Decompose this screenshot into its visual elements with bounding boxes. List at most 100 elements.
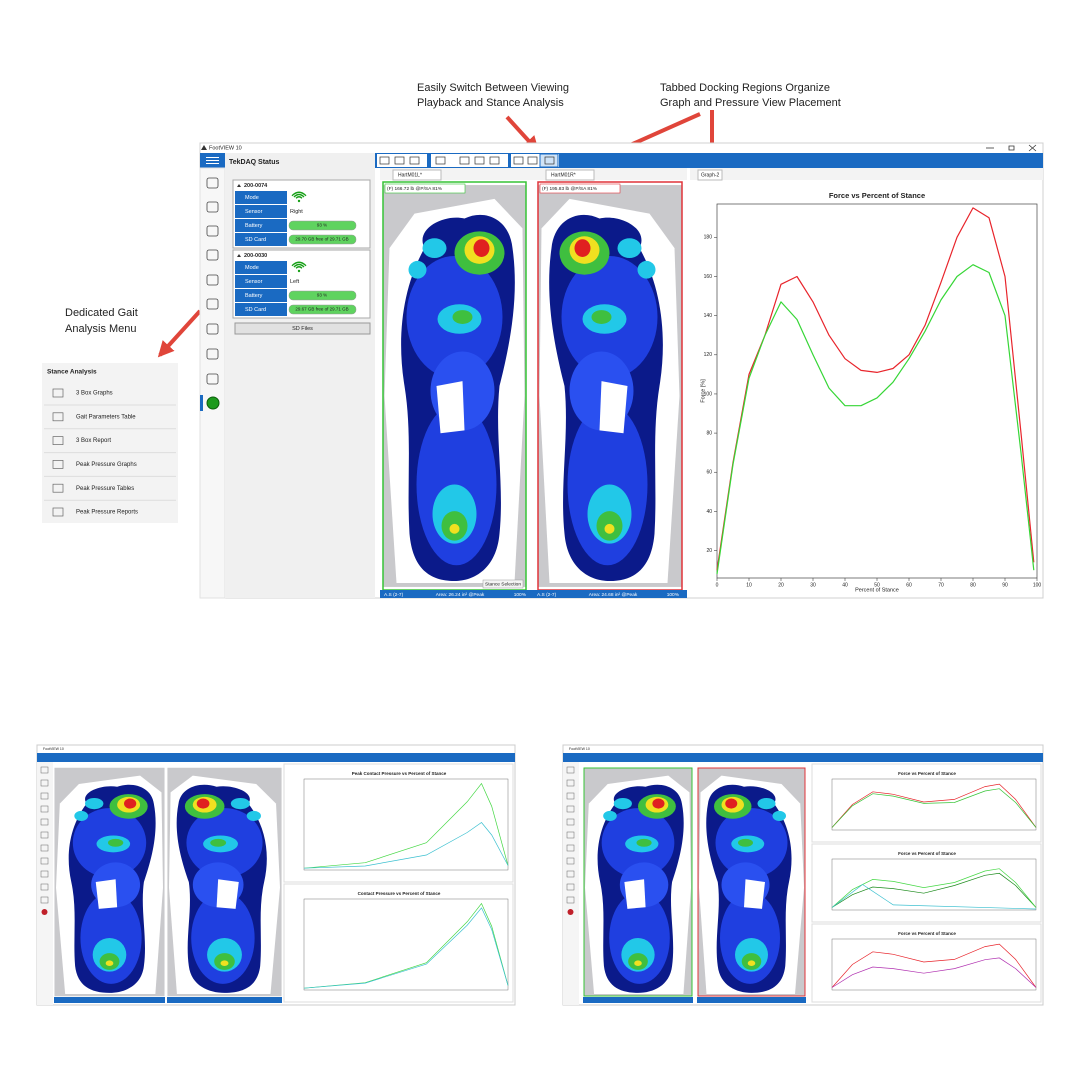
toolbar-button[interactable]	[409, 156, 420, 165]
sd-files-button[interactable]	[234, 322, 371, 335]
foot-heatmap	[537, 185, 682, 587]
menu-item: 3 Box Report	[76, 438, 111, 444]
wifi-icon	[293, 263, 305, 268]
pressure-zone	[449, 523, 460, 534]
thumbnail-sidebar-icon	[40, 870, 49, 878]
annotation-text: Easily Switch Between Viewing	[417, 82, 569, 94]
thumbnail-curve	[831, 943, 1037, 988]
sidebar-icon[interactable]	[206, 373, 219, 385]
graph-tab[interactable]	[697, 169, 723, 181]
sidebar-icon[interactable]	[206, 201, 219, 213]
thumbnail-curve	[303, 822, 509, 869]
window-control[interactable]	[1028, 144, 1037, 152]
x-tick-label: 60	[906, 582, 912, 588]
thumbnail-chart-title: Force vs Percent of Stance	[898, 931, 956, 936]
collapse-arrow[interactable]	[237, 184, 241, 187]
sidebar-icon[interactable]	[206, 348, 219, 360]
collapse-arrow[interactable]	[237, 254, 241, 257]
peak-force-label: (F) 195.83 lb @P/SA 81%	[542, 186, 598, 192]
wifi-icon	[295, 196, 303, 199]
sidebar-icon[interactable]	[206, 298, 219, 310]
sidebar-icon[interactable]	[206, 323, 219, 335]
annotation-text: Tabbed Docking Regions Organize	[660, 82, 830, 94]
stance-menu	[42, 363, 178, 523]
toolbar-button[interactable]	[513, 156, 524, 165]
pressure-zone	[230, 798, 250, 810]
foot-heatmap	[583, 767, 693, 997]
thumbnail-chart-title: Force vs Percent of Stance	[898, 851, 956, 856]
window-title: FootVIEW 10	[209, 145, 242, 151]
row-label-cell	[235, 205, 287, 218]
toolbar-button[interactable]	[527, 156, 538, 165]
thumbnail-curve	[303, 782, 509, 869]
view-tab[interactable]	[392, 169, 442, 181]
thumbnail-sidebar-icon	[40, 896, 49, 904]
pressure-zone	[574, 239, 591, 257]
toolbar-button[interactable]	[379, 156, 390, 165]
menu-item-icon	[52, 388, 64, 398]
row-label: Battery	[245, 293, 263, 299]
foot-heatmap	[54, 767, 165, 997]
toolbar-button[interactable]	[435, 156, 446, 165]
y-tick-label: 100	[704, 391, 713, 397]
thumbnail-curve	[303, 902, 509, 989]
pressure-zone	[473, 239, 490, 257]
pressure-zone	[747, 960, 756, 966]
sidebar-icon[interactable]	[206, 225, 219, 237]
pressure-zone	[738, 838, 753, 847]
pressure-zone	[408, 260, 427, 279]
view-toggle-active[interactable]	[539, 153, 559, 168]
y-tick-label: 160	[704, 274, 713, 280]
pressure-zone	[124, 798, 137, 809]
pressure-zone	[603, 810, 617, 821]
view-tab-label: HartM01L*	[398, 172, 422, 178]
panel-title: TekDAQ Status	[229, 159, 280, 166]
view-tab[interactable]	[545, 169, 595, 181]
pressure-zone	[74, 810, 89, 821]
thumbnail-sidebar-icon	[40, 831, 49, 839]
y-tick-label: 60	[706, 470, 712, 476]
status-text: Area: 26.24 in² @Peak	[436, 592, 485, 598]
toolbar-group	[431, 154, 508, 167]
row-value: 29.67 GB free of 29.71 GB	[295, 307, 348, 312]
callout-arrow	[157, 309, 202, 358]
graph-tab-row	[690, 168, 1043, 180]
thumbnail-graph-panel	[283, 883, 514, 1003]
toolbar-button[interactable]	[394, 156, 405, 165]
sidebar-icon[interactable]	[206, 249, 219, 261]
thumbnail-sidebar-icon	[566, 870, 575, 878]
sidebar-icon[interactable]	[206, 274, 219, 286]
x-tick-label: 20	[778, 582, 784, 588]
x-tick-label: 90	[1002, 582, 1008, 588]
thumbnail-sidebar-icon	[566, 766, 575, 774]
view-label-box	[539, 183, 621, 194]
annotation-text: Analysis Menu	[65, 323, 137, 335]
peak-force-label: (F) 166.72 lb @P/SA 81%	[387, 186, 443, 192]
thumbnail-plot-frame	[303, 778, 509, 871]
thumbnail-sidebar-icon	[566, 792, 575, 800]
y-tick-label: 120	[704, 352, 713, 358]
row-value: 93 %	[317, 223, 327, 228]
toolbar-button[interactable]	[474, 156, 485, 165]
wifi-icon	[291, 261, 307, 267]
x-tick-label: 30	[810, 582, 816, 588]
thumbnail-status-dot	[567, 909, 574, 915]
thumbnail-sidebar	[563, 762, 579, 1005]
thumbnail-sidebar-icon	[40, 805, 49, 813]
series-line	[716, 264, 1035, 575]
toolbar-button[interactable]	[544, 156, 555, 165]
arch-gap	[599, 381, 628, 434]
toolbar-button[interactable]	[459, 156, 470, 165]
menu-item: Gait Parameters Table	[76, 414, 136, 420]
y-tick-label: 140	[704, 313, 713, 319]
pressure-zone	[196, 798, 210, 809]
menu-item-icon	[52, 436, 64, 445]
window-control[interactable]	[1008, 145, 1015, 151]
thumbnail-sidebar-icon	[40, 818, 49, 826]
row-value: 29.70 GB free of 29.71 GB	[295, 237, 348, 242]
thumbnail-view-frame	[583, 767, 693, 997]
row-label: Sensor	[245, 279, 263, 285]
toolbar-button[interactable]	[489, 156, 500, 165]
row-label: SD Card	[245, 307, 266, 313]
sidebar-icon[interactable]	[206, 177, 219, 189]
